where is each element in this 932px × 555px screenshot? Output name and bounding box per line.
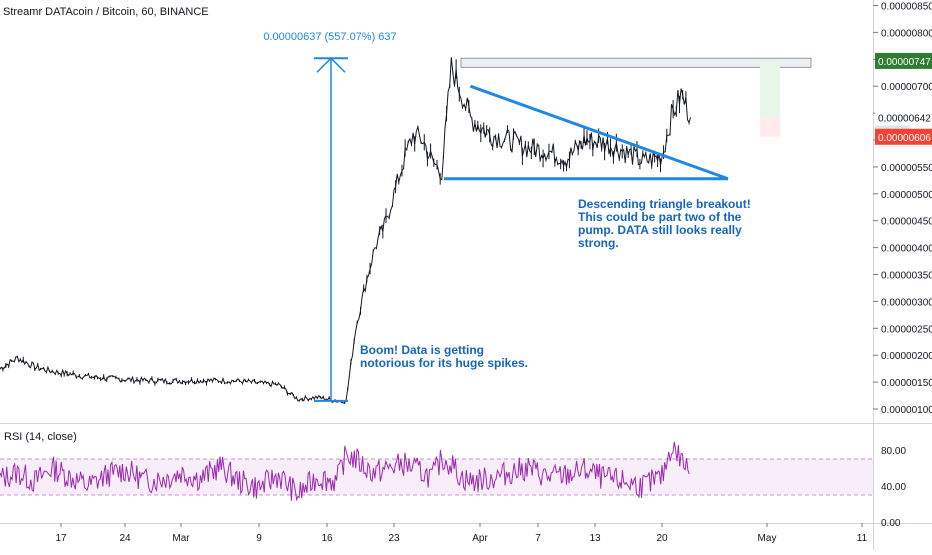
price-tick-label: 0.00000700 [881,82,932,93]
rsi-tick-label: 0.00 [881,518,901,529]
time-tick-label: 20 [656,533,668,544]
time-tick-label: 23 [388,533,400,544]
price-tick-label: 0.00000100 [881,405,932,416]
stop-price-badge-bg [875,128,932,145]
boom-annotation-line-2: notorious for its huge spikes. [360,356,528,370]
price-series [0,57,692,404]
price-tick-label: 0.00000450 [881,217,932,228]
price-tick-label: 0.00000150 [881,378,932,389]
triangle-annotation-line-4: strong. [578,236,619,250]
target-price-badge: 0.00000747 [878,57,931,68]
stop-price-badge: 0.00000606 [878,133,931,144]
boom-annotation-line-1: Boom! Data is getting [360,343,484,357]
time-tick-label: Apr [472,533,488,544]
current-price-badge-bg [875,109,932,126]
rsi-band [0,459,873,495]
time-tick-label: 16 [321,533,333,544]
current-price-badge: 0.00000642 [878,113,931,124]
target-zone[interactable] [460,57,812,137]
rsi-axis-ticks: 80.00 40.00 0.00 [881,446,906,529]
rsi-tick-label: 40.00 [881,482,906,493]
rsi-series [0,441,873,502]
time-tick-label: 24 [119,533,131,544]
price-tick-label: 0.00000250 [881,324,932,335]
measure-arrow-head[interactable] [316,57,346,73]
time-tick-label: 13 [589,533,601,544]
price-tick-label: 0.00000500 [881,190,932,201]
chart-title: Streamr DATAcoin / Bitcoin, 60, BINANCE [3,6,209,18]
price-tick-label: 0.00000300 [881,297,932,308]
triangle-upper-trendline[interactable] [469,84,729,181]
price-tick-label: 0.00000800 [881,28,932,39]
time-tick-label: May [758,533,777,544]
long-position-stop-area[interactable] [760,117,780,137]
time-axis-ticks: 17 24 Mar 9 16 23 Apr 7 13 20 May 11 [55,523,868,544]
price-tick-label: 0.00000400 [881,244,932,255]
triangle-annotation-line-3: pump. DATA still looks really [578,223,742,237]
time-tick-label: 11 [857,533,868,544]
target-price-badge-bg [875,52,932,69]
time-tick-label: 7 [535,533,541,544]
rsi-tick-label: 80.00 [881,446,906,457]
drawing-overlays[interactable] [314,57,729,402]
time-tick-label: 9 [256,533,262,544]
rsi-line [0,441,690,502]
price-tick-label: 0.00000850 [881,2,932,13]
time-tick-label: 17 [55,533,67,544]
triangle-annotation-line-1: Descending triangle breakout! [578,197,751,211]
price-tick-label: 0.00000550 [881,163,932,174]
long-position-target-area[interactable] [760,61,780,118]
rsi-label: RSI (14, close) [4,431,77,443]
main-pane[interactable] [0,0,873,423]
resistance-box[interactable] [460,57,812,68]
time-tick-label: Mar [172,533,190,544]
price-tick-label: 0.00000350 [881,271,932,282]
triangle-annotation-line-2: This could be part two of the [578,210,742,224]
price-tick-label: 0.00000200 [881,351,932,362]
measure-label: 0.00000637 (557.07%) 637 [263,31,396,43]
rsi-pane[interactable] [0,423,873,523]
